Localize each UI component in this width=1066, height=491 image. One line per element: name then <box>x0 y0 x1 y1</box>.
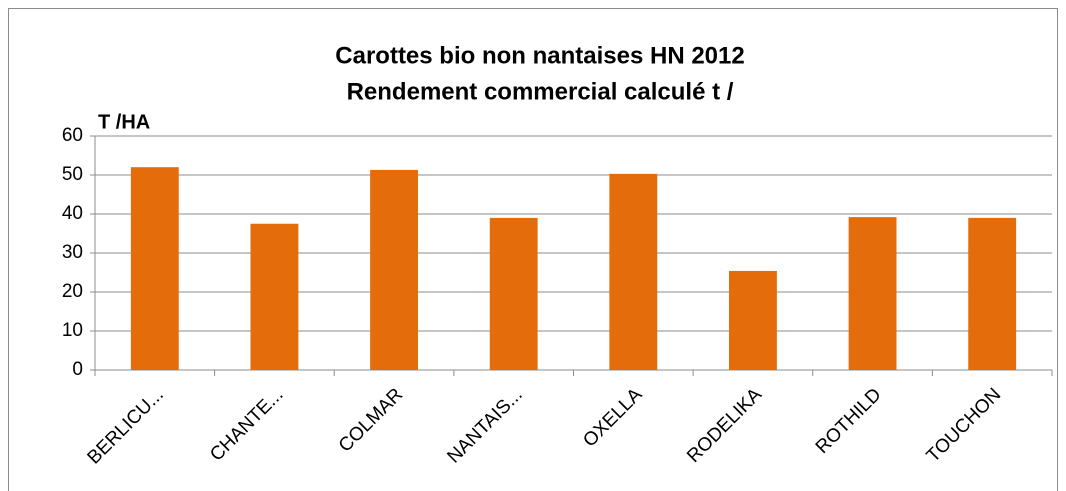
chart-subtitle: Rendement commercial calculé t / <box>347 78 734 105</box>
bar <box>130 167 179 370</box>
y-tick-label: 0 <box>72 359 83 380</box>
chart-title: Carottes bio non nantaises HN 2012 <box>335 42 744 69</box>
y-tick-label: 60 <box>62 125 83 146</box>
y-tick-label: 40 <box>62 203 83 224</box>
y-tick-label: 20 <box>62 281 83 302</box>
bar <box>729 270 777 370</box>
bar <box>250 223 299 370</box>
bar <box>370 169 418 370</box>
y-tick-label: 10 <box>62 320 83 341</box>
bar <box>489 217 538 370</box>
y-tick-label: 50 <box>62 164 83 185</box>
y-axis-label: T /HA <box>98 111 150 133</box>
bar <box>848 217 897 370</box>
bar <box>968 217 1017 370</box>
y-tick-label: 30 <box>62 242 83 263</box>
bar <box>609 173 658 370</box>
